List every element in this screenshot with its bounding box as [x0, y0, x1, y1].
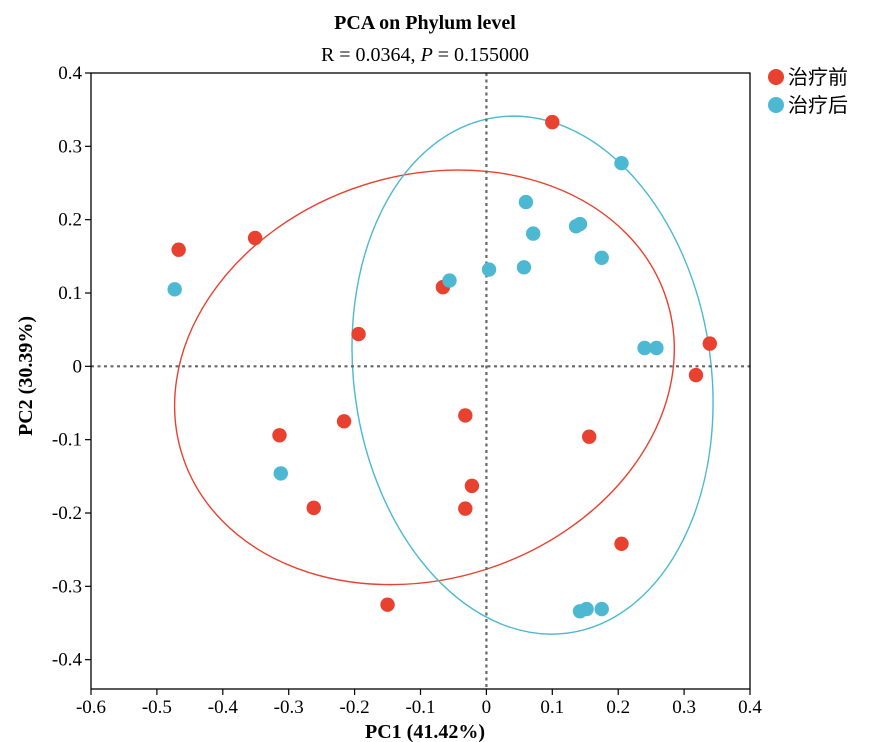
x-tick-label: -0.3 [274, 697, 304, 718]
point-治疗后 [273, 466, 288, 481]
y-tick-label: 0 [73, 356, 83, 377]
point-治疗后 [594, 601, 609, 617]
legend-label-治疗后: 治疗后 [788, 93, 848, 117]
y-tick-label: -0.3 [52, 576, 82, 597]
point-治疗前 [545, 114, 560, 130]
point-治疗后 [579, 601, 594, 617]
point-治疗前 [247, 230, 263, 246]
point-治疗前 [458, 501, 473, 516]
x-tick-label: -0.5 [142, 697, 172, 718]
point-治疗前 [171, 242, 186, 257]
y-tick-label: -0.4 [52, 650, 83, 671]
point-治疗后 [516, 260, 532, 275]
x-tick-label: 0 [482, 697, 492, 718]
point-治疗后 [594, 250, 609, 265]
point-治疗后 [442, 273, 457, 288]
ellipse-治疗后 [351, 115, 714, 635]
point-治疗后 [518, 194, 534, 210]
point-治疗后 [167, 282, 182, 297]
x-tick-label: -0.2 [340, 697, 370, 718]
y-axis-label: PC2 (30.39%) [15, 316, 37, 436]
point-治疗前 [351, 326, 366, 342]
legend-marker-治疗后 [768, 97, 784, 113]
y-tick-label: -0.1 [52, 430, 82, 451]
point-治疗后 [572, 216, 588, 232]
point-治疗后 [649, 340, 664, 356]
x-tick-label: -0.4 [208, 697, 239, 718]
chart-title: PCA on Phylum level [334, 12, 516, 34]
y-tick-label: 0.4 [58, 63, 82, 84]
point-治疗前 [464, 478, 480, 494]
y-tick-label: 0.3 [58, 136, 82, 157]
x-tick-label: 0.1 [540, 697, 564, 718]
x-tick-label: 0.4 [738, 697, 762, 718]
x-tick-label: -0.1 [405, 697, 435, 718]
point-治疗前 [458, 408, 473, 423]
y-tick-label: -0.2 [52, 503, 82, 524]
point-治疗后 [614, 156, 629, 171]
plot-frame [90, 72, 751, 690]
point-治疗后 [525, 226, 541, 241]
point-治疗前 [380, 597, 395, 612]
point-治疗后 [481, 262, 497, 277]
point-治疗前 [306, 500, 321, 516]
point-治疗前 [702, 336, 718, 351]
point-治疗前 [688, 367, 704, 383]
ellipse-治疗前 [173, 169, 675, 586]
y-tick-label: 0.1 [58, 283, 82, 304]
point-治疗前 [272, 428, 287, 443]
point-治疗前 [614, 536, 629, 551]
point-治疗后 [637, 340, 652, 356]
point-治疗前 [582, 429, 597, 444]
x-tick-label: -0.6 [76, 697, 106, 718]
legend-label-治疗前: 治疗前 [788, 65, 848, 89]
point-治疗前 [336, 414, 352, 429]
x-tick-label: 0.2 [606, 697, 630, 718]
x-tick-label: 0.3 [672, 697, 696, 718]
legend-marker-治疗前 [768, 69, 784, 85]
chart-subtitle: R = 0.0364, P = 0.155000 [321, 44, 529, 66]
y-tick-label: 0.2 [58, 210, 82, 231]
x-axis-label: PC1 (41.42%) [365, 721, 485, 742]
